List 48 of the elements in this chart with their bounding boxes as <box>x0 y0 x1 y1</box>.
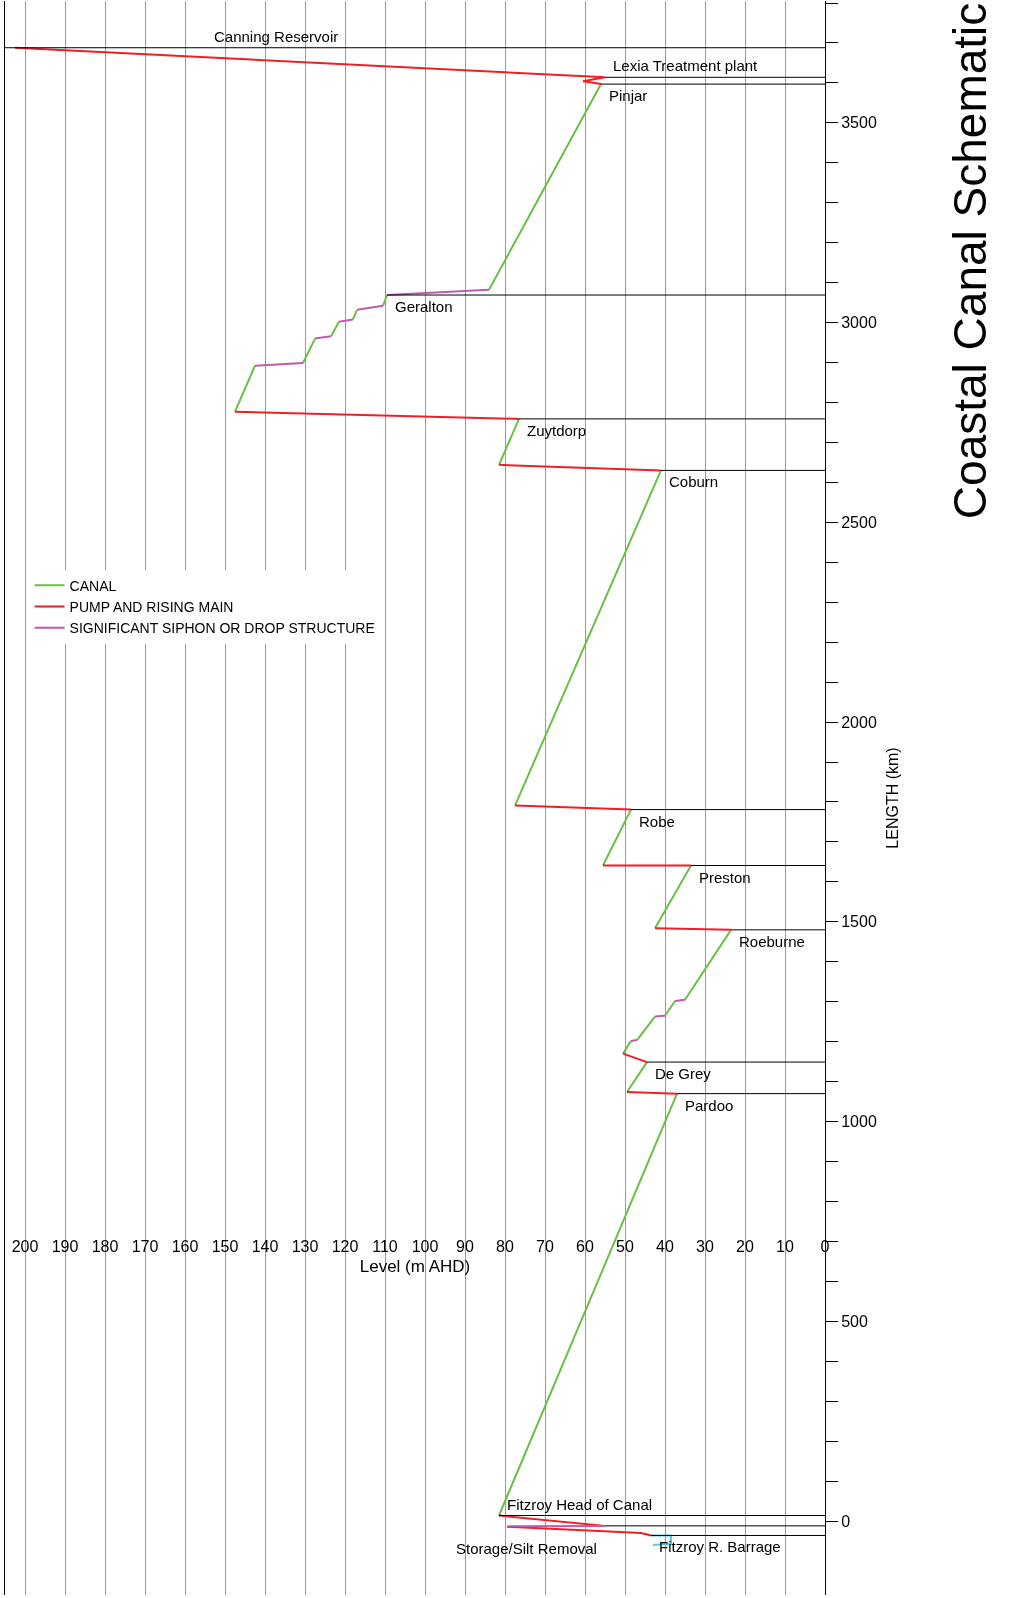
x-tick-label: 50 <box>616 1237 634 1255</box>
x-tick-label: 120 <box>331 1237 359 1255</box>
annotation: Lexia Treatment plant <box>613 57 759 74</box>
annotation: Robe <box>639 813 675 830</box>
annotation: Fitzroy Head of Canal <box>507 1496 653 1513</box>
x-tick-label: 10 <box>776 1237 794 1255</box>
y-tick-label: 2500 <box>841 513 877 531</box>
x-tick-label: 100 <box>411 1237 439 1255</box>
x-axis-title: Level (m AHD) <box>359 1257 471 1277</box>
annotation: De Grey <box>655 1065 712 1082</box>
y-tick-label: 1500 <box>841 913 877 931</box>
ref-line-label: Canning Reservoir <box>214 28 339 45</box>
x-tick-label: 200 <box>11 1237 39 1255</box>
annotation: Coburn <box>669 473 719 490</box>
y-tick-label: 2000 <box>841 713 877 731</box>
x-tick-label: 170 <box>131 1237 159 1255</box>
x-tick-label: 140 <box>251 1237 279 1255</box>
x-tick-label: 110 <box>372 1237 398 1255</box>
text: Coastal Canal Schematic <box>944 2 997 520</box>
x-tick-label: 70 <box>536 1237 554 1255</box>
y-tick-label: 0 <box>841 1512 851 1530</box>
x-tick-label: 150 <box>211 1237 239 1255</box>
y-tick-label: 1000 <box>841 1113 877 1131</box>
x-tick-label: 20 <box>736 1237 754 1255</box>
annotation: Geralton <box>395 298 453 315</box>
annotation: Pardoo <box>685 1097 734 1114</box>
legend-label: CANAL <box>69 577 117 594</box>
annotation: Zuytdorp <box>527 422 587 439</box>
x-tick-label: 90 <box>456 1237 474 1255</box>
y-tick-label: 3000 <box>841 314 877 332</box>
x-tick-label: 160 <box>171 1237 199 1255</box>
legend-label: SIGNIFICANT SIPHON OR DROP STRUCTURE <box>69 620 375 637</box>
annotation: Roeburne <box>739 933 805 950</box>
annotation: Fitzroy R. Barrage <box>659 1538 781 1555</box>
annotation: Storage/Silt Removal <box>456 1540 597 1557</box>
x-tick-label: 40 <box>656 1237 674 1255</box>
y-tick-label: 500 <box>841 1312 868 1330</box>
annotation: Pinjar <box>609 87 648 104</box>
y-axis-title: LENGTH (km) <box>883 747 901 849</box>
x-tick-label: 130 <box>291 1237 319 1255</box>
y-tick-label: 3500 <box>841 114 877 132</box>
legend-label: PUMP AND RISING MAIN <box>69 598 234 615</box>
x-tick-label: 30 <box>696 1237 714 1255</box>
annotation: Preston <box>699 869 751 886</box>
x-tick-label: 180 <box>91 1237 119 1255</box>
x-tick-label: 80 <box>496 1237 514 1255</box>
x-tick-label: 190 <box>51 1237 79 1255</box>
x-tick-label: 60 <box>576 1237 594 1255</box>
